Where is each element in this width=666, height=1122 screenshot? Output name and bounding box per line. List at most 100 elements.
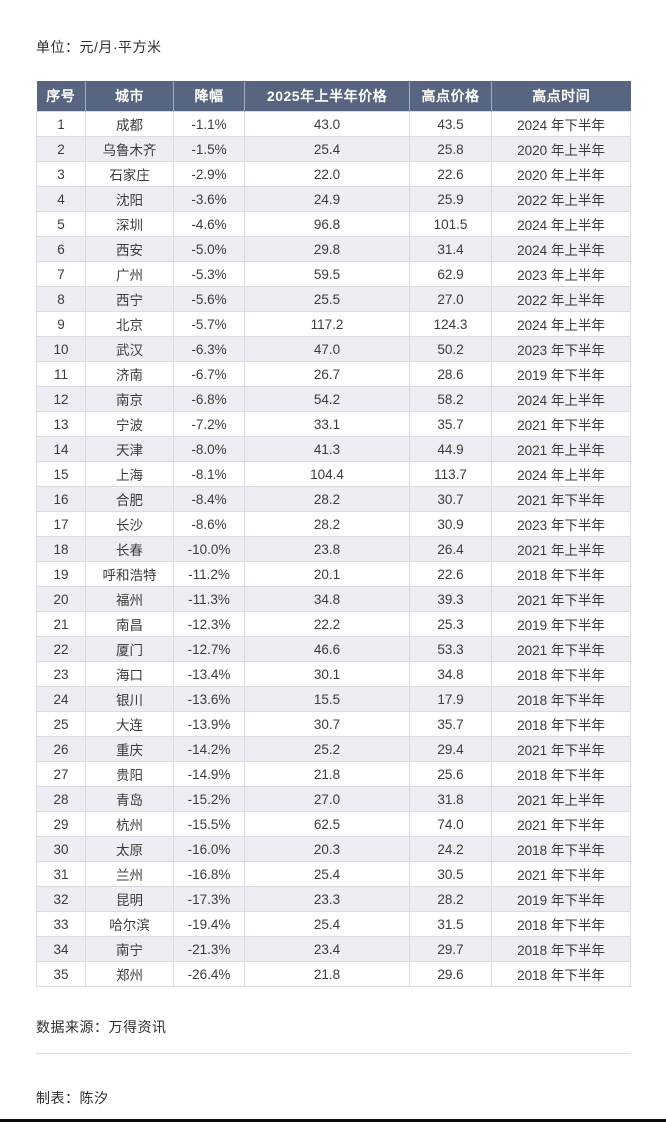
table-row: 6 西安 -5.0% 29.8 31.4 2024 年上半年 <box>36 236 631 262</box>
cell-decline: -1.5% <box>173 136 245 162</box>
cell-index: 14 <box>36 436 86 462</box>
table-row: 3 石家庄 -2.9% 22.0 22.6 2020 年上半年 <box>36 161 631 187</box>
cell-decline: -14.9% <box>173 761 245 787</box>
cell-city: 厦门 <box>85 636 174 662</box>
cell-index: 10 <box>36 336 86 362</box>
cell-peak-price: 29.6 <box>409 961 492 987</box>
cell-index: 1 <box>36 111 86 137</box>
cell-peak-price: 27.0 <box>409 286 492 312</box>
cell-city: 乌鲁木齐 <box>85 136 174 162</box>
cell-decline: -8.1% <box>173 461 245 487</box>
cell-peak-time: 2022 年上半年 <box>491 186 631 212</box>
cell-index: 34 <box>36 936 86 962</box>
cell-2025h1-price: 15.5 <box>244 686 410 712</box>
cell-2025h1-price: 25.4 <box>244 861 410 887</box>
table-row: 9 北京 -5.7% 117.2 124.3 2024 年上半年 <box>36 311 631 337</box>
cell-decline: -16.8% <box>173 861 245 887</box>
cell-city: 天津 <box>85 436 174 462</box>
cell-2025h1-price: 23.4 <box>244 936 410 962</box>
cell-peak-time: 2018 年下半年 <box>491 711 631 737</box>
cell-decline: -10.0% <box>173 536 245 562</box>
cell-2025h1-price: 46.6 <box>244 636 410 662</box>
table-body: 1 成都 -1.1% 43.0 43.5 2024 年下半年 2 乌鲁木齐 -1.5% 25.4 2… <box>36 111 631 987</box>
cell-peak-price: 25.9 <box>409 186 492 212</box>
table-row: 17 长沙 -8.6% 28.2 30.9 2023 年下半年 <box>36 511 631 537</box>
cell-peak-price: 124.3 <box>409 311 492 337</box>
cell-city: 南京 <box>85 386 174 412</box>
cell-2025h1-price: 59.5 <box>244 261 410 287</box>
cell-peak-price: 24.2 <box>409 836 492 862</box>
cell-2025h1-price: 29.8 <box>244 236 410 262</box>
cell-2025h1-price: 30.7 <box>244 711 410 737</box>
cell-peak-price: 31.4 <box>409 236 492 262</box>
cell-peak-price: 22.6 <box>409 161 492 187</box>
table-row: 16 合肥 -8.4% 28.2 30.7 2021 年下半年 <box>36 486 631 512</box>
table-row: 31 兰州 -16.8% 25.4 30.5 2021 年下半年 <box>36 861 631 887</box>
table-row: 25 大连 -13.9% 30.7 35.7 2018 年下半年 <box>36 711 631 737</box>
cell-index: 11 <box>36 361 86 387</box>
cell-2025h1-price: 21.8 <box>244 961 410 987</box>
cell-peak-price: 34.8 <box>409 661 492 687</box>
table-row: 28 青岛 -15.2% 27.0 31.8 2021 年上半年 <box>36 786 631 812</box>
cell-decline: -8.6% <box>173 511 245 537</box>
cell-peak-time: 2021 年下半年 <box>491 811 631 837</box>
cell-city: 长沙 <box>85 511 174 537</box>
cell-city: 南昌 <box>85 611 174 637</box>
cell-index: 17 <box>36 511 86 537</box>
bottom-edge-line <box>0 1119 666 1122</box>
table-row: 2 乌鲁木齐 -1.5% 25.4 25.8 2020 年上半年 <box>36 136 631 162</box>
cell-2025h1-price: 23.3 <box>244 886 410 912</box>
cell-city: 兰州 <box>85 861 174 887</box>
cell-city: 青岛 <box>85 786 174 812</box>
cell-city: 上海 <box>85 461 174 487</box>
cell-peak-time: 2018 年下半年 <box>491 661 631 687</box>
cell-decline: -5.7% <box>173 311 245 337</box>
cell-peak-time: 2021 年上半年 <box>491 786 631 812</box>
table-row: 19 呼和浩特 -11.2% 20.1 22.6 2018 年下半年 <box>36 561 631 587</box>
header-row: 序号 城市 降幅 2025年上半年价格 高点价格 高点时间 <box>36 81 631 112</box>
cell-2025h1-price: 21.8 <box>244 761 410 787</box>
cell-index: 21 <box>36 611 86 637</box>
cell-city: 重庆 <box>85 736 174 762</box>
cell-city: 哈尔滨 <box>85 911 174 937</box>
cell-index: 4 <box>36 186 86 212</box>
cell-index: 9 <box>36 311 86 337</box>
cell-peak-price: 30.5 <box>409 861 492 887</box>
cell-decline: -11.2% <box>173 561 245 587</box>
unit-label: 单位：元/月·平方米 <box>36 39 162 55</box>
cell-city: 杭州 <box>85 811 174 837</box>
cell-2025h1-price: 62.5 <box>244 811 410 837</box>
cell-peak-price: 101.5 <box>409 211 492 237</box>
cell-2025h1-price: 24.9 <box>244 186 410 212</box>
cell-peak-price: 25.6 <box>409 761 492 787</box>
cell-city: 贵阳 <box>85 761 174 787</box>
cell-decline: -8.4% <box>173 486 245 512</box>
cell-2025h1-price: 43.0 <box>244 111 410 137</box>
column-header-peak-time: 高点时间 <box>491 81 631 112</box>
table-row: 20 福州 -11.3% 34.8 39.3 2021 年下半年 <box>36 586 631 612</box>
cell-2025h1-price: 33.1 <box>244 411 410 437</box>
cell-decline: -3.6% <box>173 186 245 212</box>
cell-index: 33 <box>36 911 86 937</box>
cell-city: 广州 <box>85 261 174 287</box>
table-row: 4 沈阳 -3.6% 24.9 25.9 2022 年上半年 <box>36 186 631 212</box>
cell-decline: -6.8% <box>173 386 245 412</box>
cell-index: 28 <box>36 786 86 812</box>
cell-index: 18 <box>36 536 86 562</box>
cell-city: 昆明 <box>85 886 174 912</box>
cell-peak-price: 39.3 <box>409 586 492 612</box>
cell-city: 呼和浩特 <box>85 561 174 587</box>
cell-peak-time: 2018 年下半年 <box>491 561 631 587</box>
cell-2025h1-price: 25.4 <box>244 911 410 937</box>
table-row: 26 重庆 -14.2% 25.2 29.4 2021 年下半年 <box>36 736 631 762</box>
cell-decline: -16.0% <box>173 836 245 862</box>
table-row: 14 天津 -8.0% 41.3 44.9 2021 年上半年 <box>36 436 631 462</box>
cell-index: 20 <box>36 586 86 612</box>
credit-label: 制表：陈汐 <box>36 1090 109 1106</box>
cell-peak-price: 26.4 <box>409 536 492 562</box>
table-row: 27 贵阳 -14.9% 21.8 25.6 2018 年下半年 <box>36 761 631 787</box>
cell-city: 银川 <box>85 686 174 712</box>
cell-decline: -7.2% <box>173 411 245 437</box>
cell-peak-time: 2018 年下半年 <box>491 961 631 987</box>
cell-peak-time: 2024 年上半年 <box>491 386 631 412</box>
